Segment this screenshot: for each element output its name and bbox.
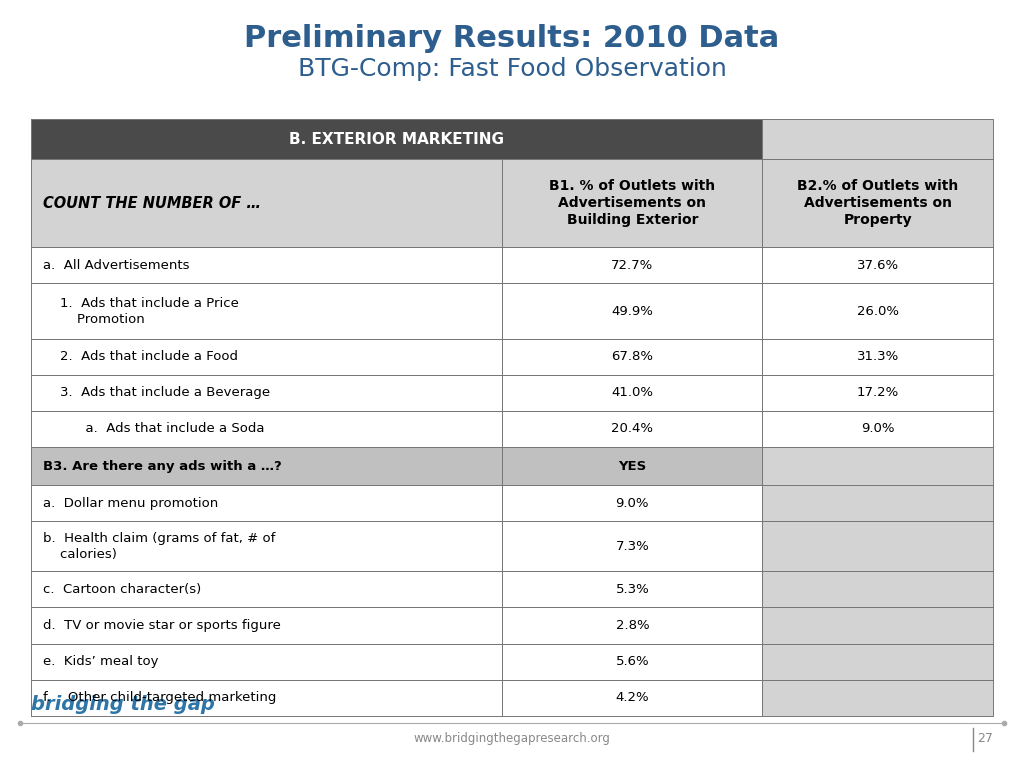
Text: a.  Ads that include a Soda: a. Ads that include a Soda bbox=[43, 422, 264, 435]
Bar bbox=[762, 411, 993, 447]
Text: 31.3%: 31.3% bbox=[857, 350, 899, 363]
Text: 49.9%: 49.9% bbox=[611, 305, 653, 317]
Bar bbox=[31, 521, 503, 571]
Bar bbox=[503, 247, 762, 283]
Bar bbox=[762, 644, 993, 680]
Text: 9.0%: 9.0% bbox=[615, 497, 649, 510]
Bar bbox=[503, 607, 762, 644]
Text: 20.4%: 20.4% bbox=[611, 422, 653, 435]
Bar bbox=[31, 571, 503, 607]
Bar bbox=[762, 607, 993, 644]
Text: e.  Kids’ meal toy: e. Kids’ meal toy bbox=[43, 655, 159, 668]
Bar bbox=[503, 283, 762, 339]
Bar bbox=[503, 644, 762, 680]
Bar bbox=[31, 607, 503, 644]
Text: a.  Dollar menu promotion: a. Dollar menu promotion bbox=[43, 497, 218, 510]
Bar bbox=[762, 339, 993, 375]
Text: c.  Cartoon character(s): c. Cartoon character(s) bbox=[43, 583, 202, 596]
Bar bbox=[31, 375, 503, 411]
Bar bbox=[31, 339, 503, 375]
Bar bbox=[762, 119, 993, 159]
Text: 17.2%: 17.2% bbox=[857, 386, 899, 399]
Bar bbox=[762, 247, 993, 283]
Bar bbox=[762, 375, 993, 411]
Bar bbox=[762, 283, 993, 339]
Bar bbox=[31, 644, 503, 680]
Text: 7.3%: 7.3% bbox=[615, 540, 649, 553]
Bar bbox=[31, 283, 503, 339]
Text: 4.2%: 4.2% bbox=[615, 691, 649, 704]
Text: COUNT THE NUMBER OF …: COUNT THE NUMBER OF … bbox=[43, 196, 261, 210]
Text: 5.6%: 5.6% bbox=[615, 655, 649, 668]
Bar bbox=[503, 571, 762, 607]
Bar bbox=[31, 680, 503, 716]
Text: 9.0%: 9.0% bbox=[861, 422, 895, 435]
Bar bbox=[762, 521, 993, 571]
Text: B. EXTERIOR MARKETING: B. EXTERIOR MARKETING bbox=[289, 131, 504, 147]
Bar bbox=[762, 680, 993, 716]
Bar bbox=[503, 411, 762, 447]
Text: 26.0%: 26.0% bbox=[857, 305, 899, 317]
Text: 72.7%: 72.7% bbox=[611, 259, 653, 272]
Text: B2.% of Outlets with
Advertisements on
Property: B2.% of Outlets with Advertisements on P… bbox=[797, 179, 958, 227]
Text: BTG-Comp: Fast Food Observation: BTG-Comp: Fast Food Observation bbox=[298, 57, 726, 81]
Bar bbox=[762, 447, 993, 485]
Bar bbox=[503, 375, 762, 411]
Text: 41.0%: 41.0% bbox=[611, 386, 653, 399]
Text: B3. Are there any ads with a …?: B3. Are there any ads with a …? bbox=[43, 460, 282, 472]
Text: d.  TV or movie star or sports figure: d. TV or movie star or sports figure bbox=[43, 619, 281, 632]
Bar bbox=[31, 447, 503, 485]
Bar bbox=[503, 680, 762, 716]
Text: 1.  Ads that include a Price
        Promotion: 1. Ads that include a Price Promotion bbox=[43, 296, 239, 326]
Bar bbox=[31, 247, 503, 283]
Text: 3.  Ads that include a Beverage: 3. Ads that include a Beverage bbox=[43, 386, 270, 399]
Text: Preliminary Results: 2010 Data: Preliminary Results: 2010 Data bbox=[245, 24, 779, 53]
Bar bbox=[31, 119, 762, 159]
Text: 67.8%: 67.8% bbox=[611, 350, 653, 363]
Bar bbox=[503, 521, 762, 571]
Bar bbox=[762, 485, 993, 521]
Text: 27: 27 bbox=[977, 733, 993, 745]
Bar bbox=[503, 159, 762, 247]
Text: 2.  Ads that include a Food: 2. Ads that include a Food bbox=[43, 350, 238, 363]
Bar bbox=[503, 485, 762, 521]
Bar bbox=[762, 159, 993, 247]
Text: 2.8%: 2.8% bbox=[615, 619, 649, 632]
Bar bbox=[503, 339, 762, 375]
Text: f.    Other child-targeted marketing: f. Other child-targeted marketing bbox=[43, 691, 276, 704]
Text: B1. % of Outlets with
Advertisements on
Building Exterior: B1. % of Outlets with Advertisements on … bbox=[549, 179, 716, 227]
Bar bbox=[31, 485, 503, 521]
Bar bbox=[31, 159, 503, 247]
Bar bbox=[762, 571, 993, 607]
Text: 5.3%: 5.3% bbox=[615, 583, 649, 596]
Text: bridging the gap: bridging the gap bbox=[31, 695, 215, 714]
Bar bbox=[31, 411, 503, 447]
Bar bbox=[503, 447, 762, 485]
Text: 37.6%: 37.6% bbox=[857, 259, 899, 272]
Text: a.  All Advertisements: a. All Advertisements bbox=[43, 259, 189, 272]
Text: YES: YES bbox=[618, 460, 646, 472]
Text: www.bridgingthegapresearch.org: www.bridgingthegapresearch.org bbox=[414, 733, 610, 745]
Text: b.  Health claim (grams of fat, # of
    calories): b. Health claim (grams of fat, # of calo… bbox=[43, 532, 275, 561]
